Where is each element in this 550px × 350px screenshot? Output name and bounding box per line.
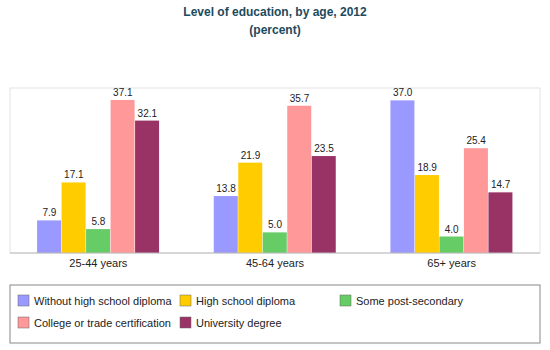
category-label: 25-44 years [69, 257, 128, 269]
subtitle: (percent) [249, 23, 300, 37]
data-label: 37.0 [393, 87, 413, 98]
data-label: 37.1 [113, 87, 133, 98]
legend-swatch [18, 317, 29, 328]
bar [390, 100, 414, 253]
category-label: 45-64 years [246, 257, 305, 269]
legend-swatch [180, 317, 191, 328]
bar [135, 121, 159, 253]
data-label: 4.0 [445, 224, 459, 235]
bar [37, 220, 61, 253]
bar [312, 156, 336, 253]
bars [37, 100, 512, 253]
bar [415, 175, 439, 253]
baseline [10, 253, 540, 254]
data-label: 35.7 [290, 93, 310, 104]
data-label: 14.7 [491, 179, 511, 190]
bar [488, 192, 512, 253]
legend-swatch [18, 295, 29, 306]
data-label: 13.8 [216, 183, 236, 194]
legend-label: Without high school diploma [34, 295, 172, 307]
legend-label: College or trade certification [34, 317, 171, 329]
title: Level of education, by age, 2012 [183, 5, 367, 19]
data-label: 17.1 [64, 169, 84, 180]
bar [287, 106, 311, 253]
bar [263, 232, 287, 253]
data-label: 25.4 [466, 135, 486, 146]
bar [238, 163, 262, 253]
legend-label: Some post-secondary [356, 295, 463, 307]
data-label: 23.5 [314, 143, 334, 154]
category-label: 65+ years [427, 257, 476, 269]
plot-frame [10, 88, 540, 253]
legend-box [10, 285, 540, 343]
bar [86, 229, 110, 253]
data-label: 5.0 [268, 219, 282, 230]
legend-swatch [340, 295, 351, 306]
chart-container: Level of education, by age, 2012 (percent… [0, 0, 550, 350]
bar [214, 196, 238, 253]
bar [439, 237, 463, 254]
bar [62, 182, 86, 253]
data-label: 32.1 [138, 108, 158, 119]
data-label: 7.9 [42, 207, 56, 218]
legend-swatch [180, 295, 191, 306]
legend-label: University degree [196, 317, 282, 329]
legend-label: High school diploma [196, 295, 296, 307]
bar [464, 148, 488, 253]
data-label: 18.9 [417, 162, 437, 173]
data-label: 21.9 [241, 150, 261, 161]
data-label: 5.8 [91, 216, 105, 227]
bar [111, 100, 135, 253]
data-labels: 7.9 17.1 5.8 37.1 32.1 13.8 21.9 5.0 35.7 23.5 37.… [42, 87, 510, 235]
chart-svg: Level of education, by age, 2012 (percent… [0, 0, 550, 350]
